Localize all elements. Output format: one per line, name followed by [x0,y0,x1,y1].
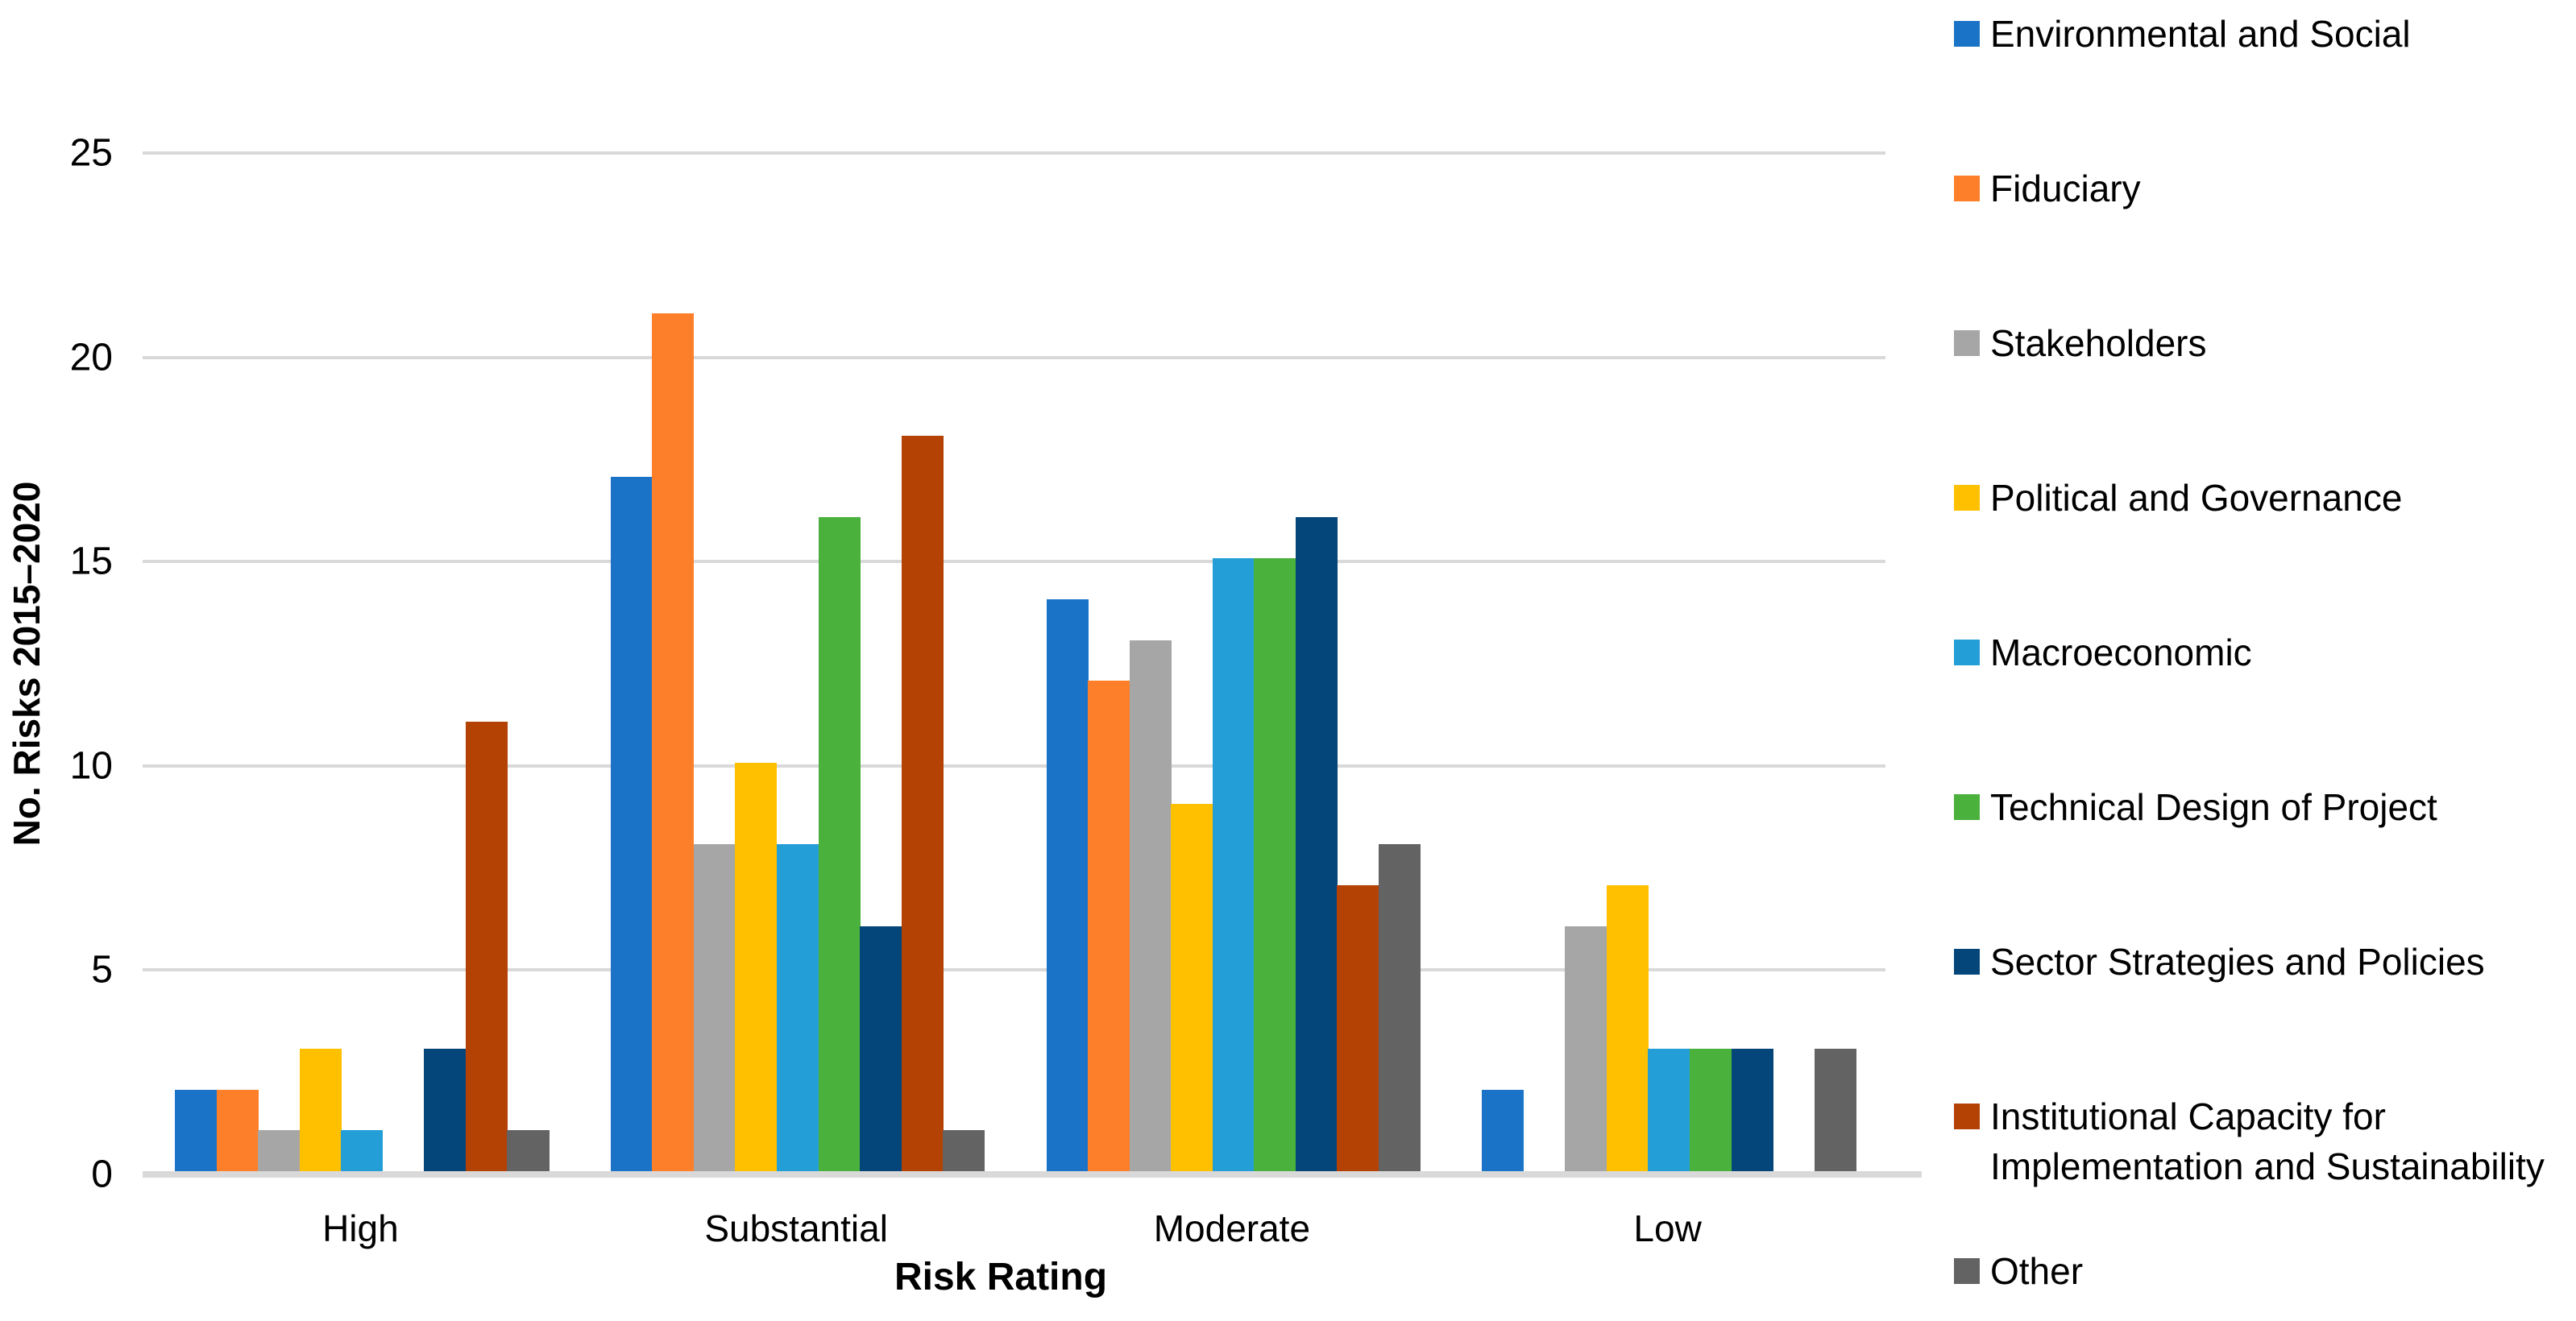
y-tick-label: 10 [69,744,113,788]
legend-item: Macroeconomic [1954,627,2576,677]
legend-swatch [1954,176,1980,201]
legend-item: Fiduciary [1954,164,2576,213]
bar [1295,517,1338,1171]
bar [1129,640,1172,1171]
x-tick-label: Moderate [1153,1207,1311,1249]
bar [776,844,819,1171]
y-tick-label: 20 [69,336,113,379]
bar [175,1089,218,1171]
bar [1171,803,1213,1171]
gridline [143,764,1885,768]
y-tick-label: 5 [91,948,113,992]
bar [1565,926,1607,1171]
bar [465,722,508,1171]
gridline [143,151,1885,155]
gridline [143,560,1885,564]
legend-swatch [1954,640,1980,665]
x-tick-label: Substantial [704,1207,888,1249]
legend-item: Political and Governance [1954,473,2576,523]
bar [610,476,653,1171]
legend-swatch [1954,330,1980,356]
bar [1731,1048,1773,1171]
bar [1212,558,1255,1171]
legend-label: Other [1990,1250,2084,1292]
bar [258,1130,301,1171]
y-tick-label: 0 [91,1153,113,1196]
bar [901,436,944,1171]
legend-item: Institutional Capacity for Implementatio… [1954,1091,2576,1191]
bar [1378,844,1421,1171]
legend-label: Macroeconomic [1990,632,2252,673]
bar [424,1048,467,1171]
legend-item: Technical Design of Project [1954,782,2576,832]
legend-label: Political and Governance [1990,477,2403,519]
x-axis-line [143,1171,1922,1178]
legend-swatch [1954,21,1980,47]
y-tick-label: 25 [69,131,113,175]
bar [860,926,902,1171]
y-tick-label: 15 [69,540,113,583]
gridline [143,968,1885,972]
bar [1046,598,1089,1171]
bar [1606,884,1649,1171]
bar [818,517,861,1171]
gridline [143,355,1885,359]
x-tick-label: High [322,1207,399,1249]
legend-label: Environmental and Social [1990,13,2411,55]
bar [1337,884,1379,1171]
bar [1814,1048,1856,1171]
legend-swatch [1954,1258,1980,1284]
bar [216,1089,259,1171]
legend-item: Other [1954,1246,2576,1296]
legend-swatch [1954,1104,1980,1129]
legend-swatch [1954,485,1980,511]
x-axis-title: Risk Rating [894,1256,1108,1298]
legend-item: Sector Strategies and Policies [1954,937,2576,987]
bar [652,313,695,1171]
legend-label: Sector Strategies and Policies [1990,941,2485,983]
bar [693,844,736,1171]
legend-label: Stakeholders [1990,322,2207,364]
legend-item: Environmental and Social [1954,9,2576,59]
legend-swatch [1954,949,1980,975]
legend-swatch [1954,794,1980,820]
legend-label: Institutional Capacity for Implementatio… [1990,1095,2545,1187]
bar [1648,1048,1690,1171]
bar [299,1048,342,1171]
bar [1482,1089,1524,1171]
legend-item: Stakeholders [1954,318,2576,368]
bar [1690,1048,1732,1171]
x-tick-label: Low [1633,1207,1702,1249]
bar [943,1130,985,1171]
bar [735,762,778,1171]
legend-label: Technical Design of Project [1990,786,2437,828]
bar [1254,558,1296,1171]
bar [507,1130,550,1171]
bar [1088,681,1130,1171]
legend-label: Fiduciary [1990,168,2141,209]
bar [341,1130,384,1171]
